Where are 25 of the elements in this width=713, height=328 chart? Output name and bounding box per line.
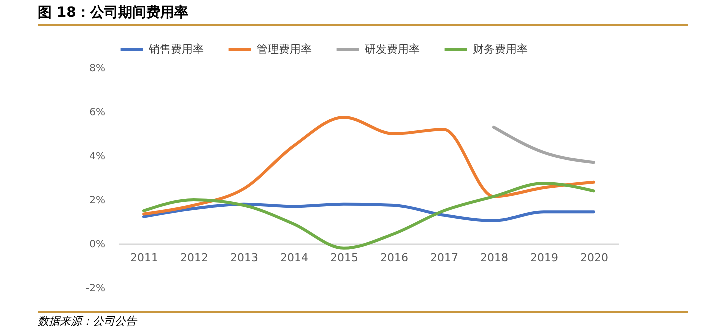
- legend-label: 销售费用率: [148, 43, 204, 56]
- x-tick-label: 2019: [530, 252, 558, 264]
- x-tick-label: 2011: [130, 252, 158, 264]
- x-tick-label: 2016: [380, 252, 408, 264]
- source-note: 数据来源：公司公告: [38, 314, 137, 328]
- x-tick-label: 2018: [480, 252, 508, 264]
- x-tick-label: 2020: [580, 252, 608, 264]
- line-series: [142, 116, 596, 216]
- x-tick-label: 2012: [180, 252, 208, 264]
- x-tick-label: 2014: [280, 252, 308, 264]
- y-tick-label: 4%: [90, 152, 106, 162]
- y-tick-label: 8%: [90, 64, 106, 74]
- line-series: [142, 202, 596, 222]
- chart-title: 图 18：公司期间费用率: [38, 4, 188, 22]
- y-tick-label: -2%: [86, 284, 106, 294]
- line-series: [142, 182, 596, 250]
- x-tick-label: 2017: [430, 252, 458, 264]
- legend-label: 管理费用率: [257, 43, 312, 56]
- y-tick-label: 0%: [90, 240, 106, 250]
- x-tick-label: 2015: [330, 252, 358, 264]
- legend-label: 财务费用率: [473, 43, 528, 56]
- legend-label: 研发费用率: [365, 43, 420, 56]
- y-tick-label: 2%: [90, 196, 106, 206]
- x-tick-label: 2013: [230, 252, 258, 264]
- y-tick-label: 6%: [90, 108, 106, 118]
